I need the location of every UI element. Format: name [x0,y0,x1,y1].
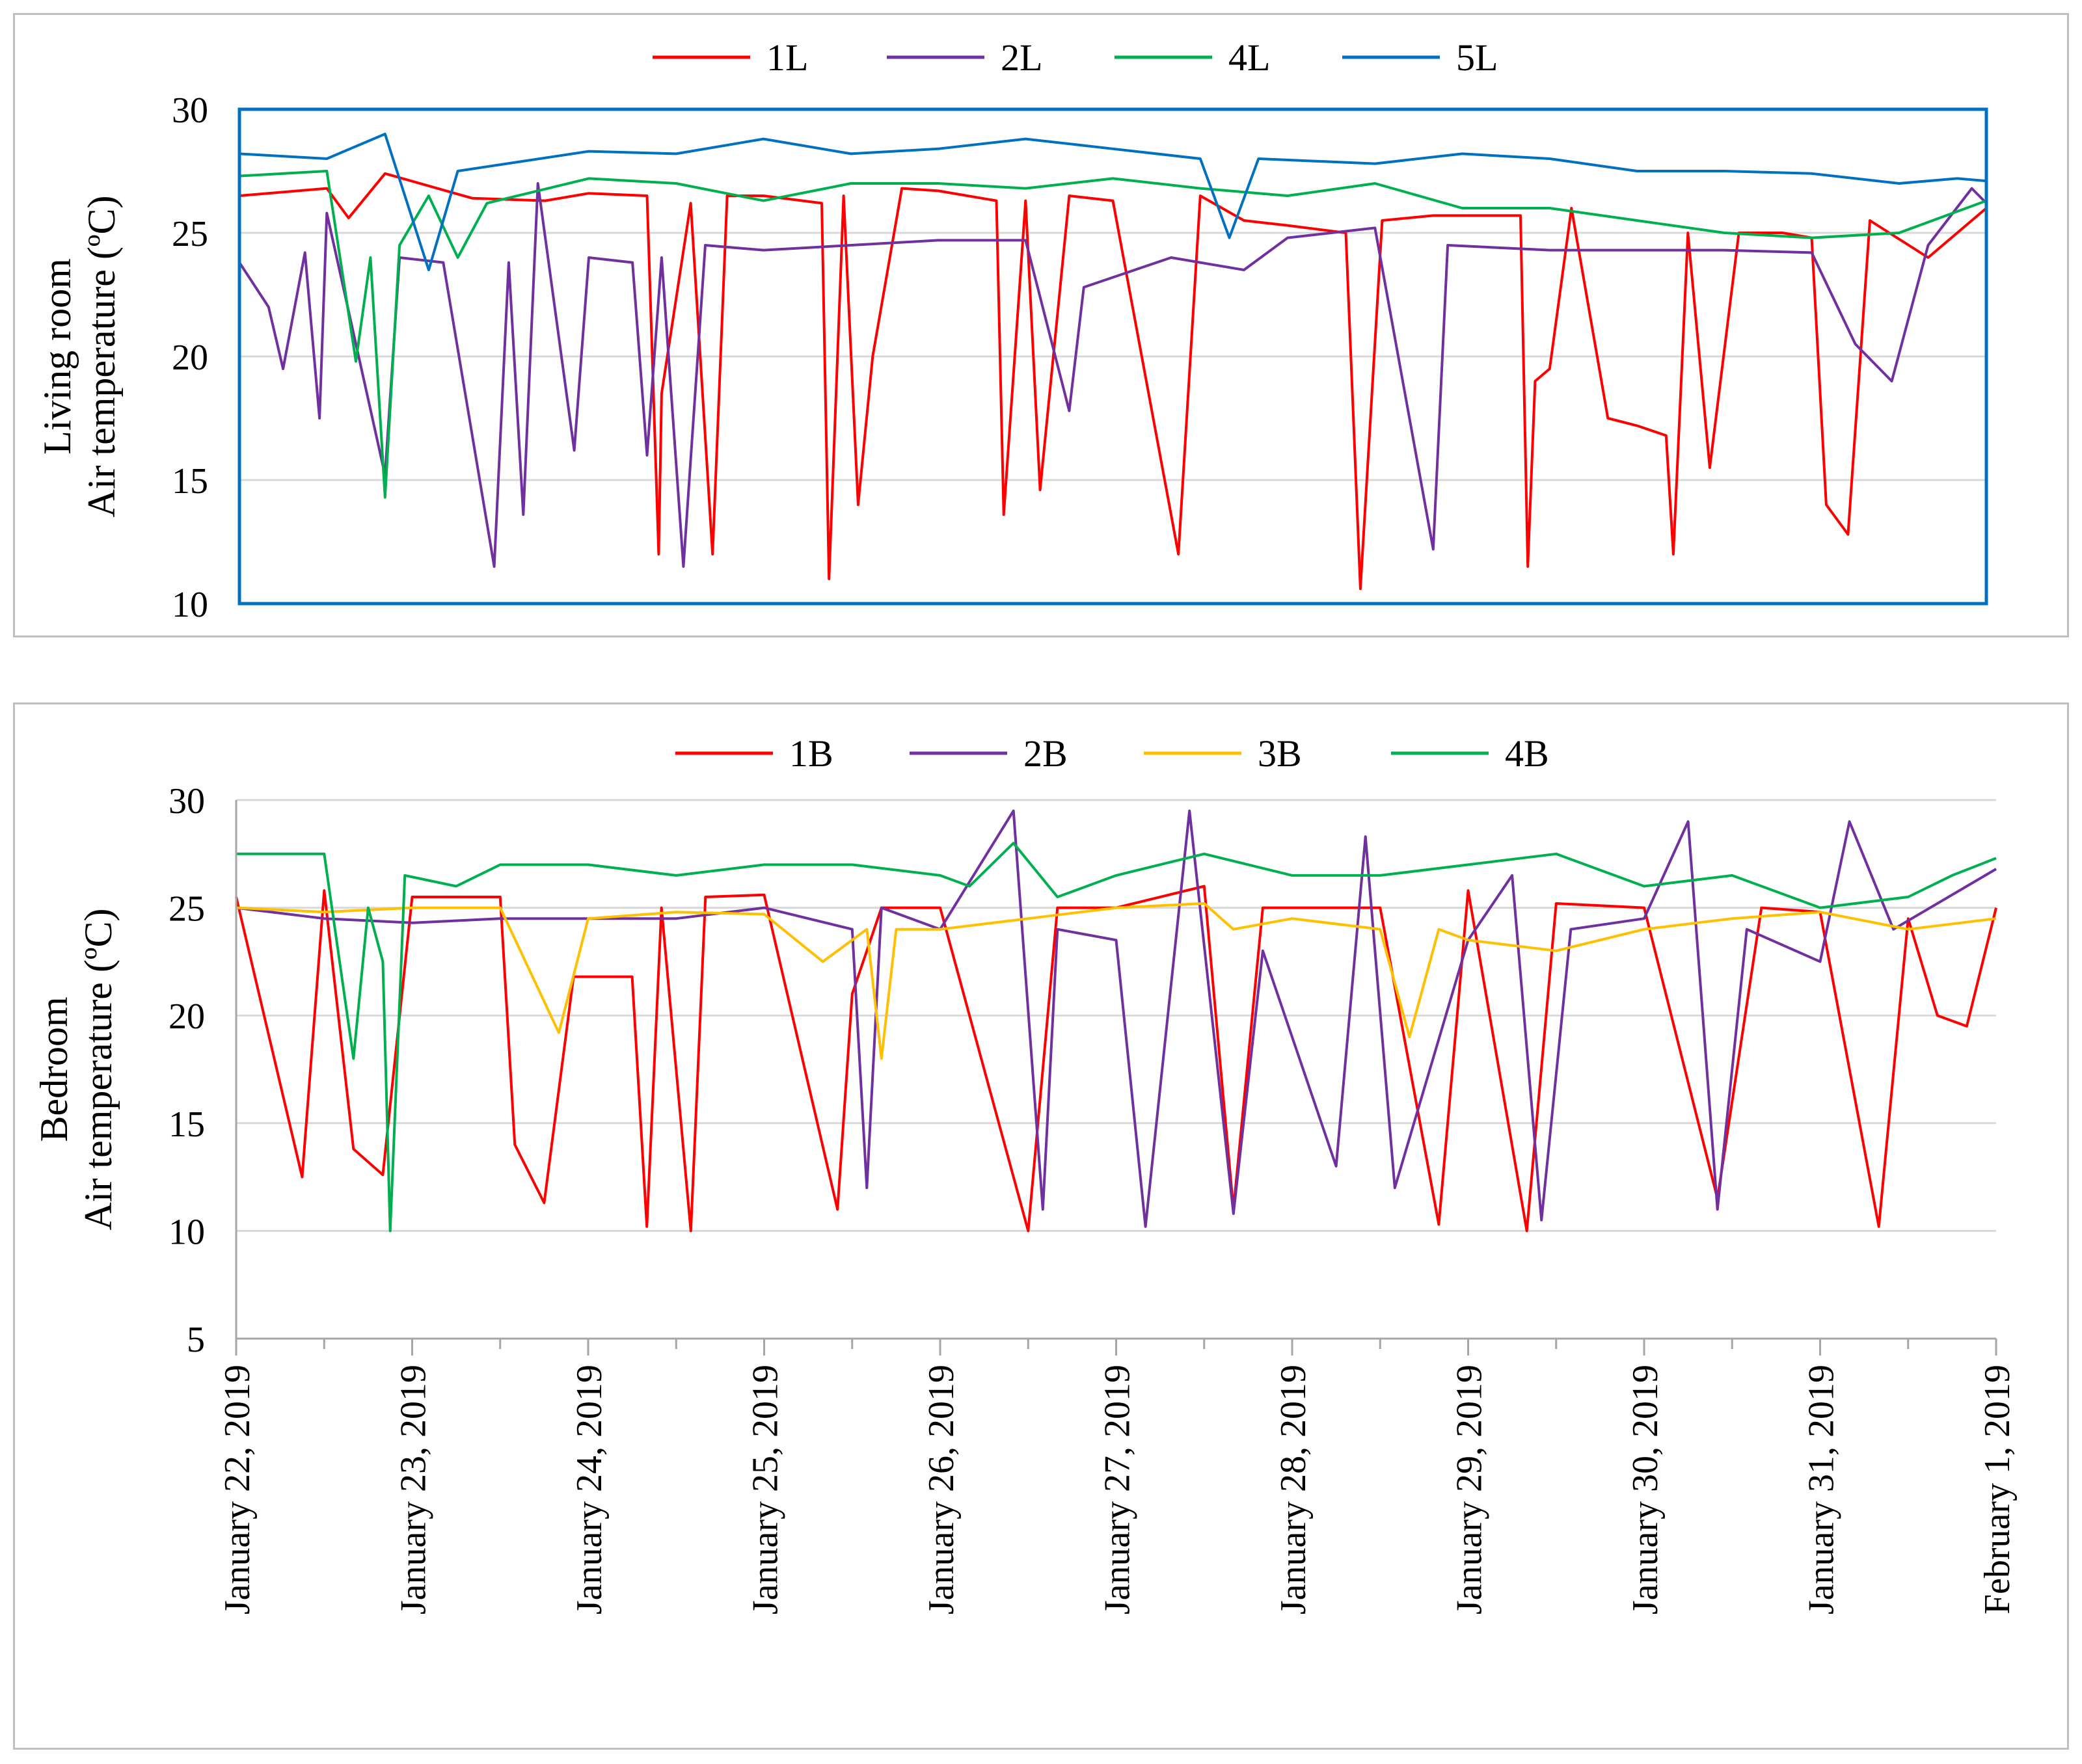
y-axis-title-line-2: Air temperature (ºC) [80,195,123,517]
y-axis-title: Living room Air temperature (ºC) [36,195,123,517]
x-tick-label: January 22, 2019 [217,1365,258,1614]
y-tick-label: 25 [172,214,208,254]
legend-label-5L: 5L [1456,36,1498,79]
y-axis-title-line-1: Bedroom [33,996,75,1142]
series-line-2L [238,182,1988,568]
y-tick-label: 20 [172,338,208,378]
y-tick-label: 15 [172,461,208,501]
x-tick-label: January 29, 2019 [1450,1365,1490,1614]
x-tick-label: February 1, 2019 [1977,1365,2018,1614]
y-tick-label: 30 [169,781,205,822]
y-tick-label: 20 [169,996,205,1037]
bedroom-chart: 5 10 15 20 25 30 Bedroom Air temperature (ºC) 1B… [33,732,2018,1614]
bedroom-chart-panel: 5 10 15 20 25 30 Bedroom Air temperature (ºC) 1B… [13,702,2069,1750]
series-line-1L [239,172,1988,591]
y-tick-label: 5 [187,1320,205,1360]
legend-label-2L: 2L [1001,36,1042,79]
legend-label-1B: 1B [789,732,833,775]
x-tick-label: January 25, 2019 [746,1365,786,1614]
series-line-5L [239,133,1987,271]
series-line-3B [236,902,1997,1060]
x-tick-label: January 26, 2019 [921,1365,962,1614]
legend-label-1L: 1L [766,36,808,79]
series-line-2B [236,809,1997,1228]
y-tick-label: 25 [169,889,205,929]
y-axis-title: Bedroom Air temperature (ºC) [33,908,120,1230]
living-room-chart-panel: 10 15 20 25 30 Living room Air temperature (ºC… [13,13,2069,637]
x-tick-label: January 30, 2019 [1625,1365,1666,1614]
y-tick-label: 15 [169,1104,205,1145]
x-tick-label: January 28, 2019 [1273,1365,1314,1614]
x-tick-label: January 24, 2019 [569,1365,610,1614]
living-room-chart: 10 15 20 25 30 Living room Air temperature (ºC… [36,36,1988,625]
legend-label-3B: 3B [1258,732,1302,775]
y-tick-label: 10 [169,1212,205,1252]
series-line-4L [239,170,1987,499]
legend-label-4L: 4L [1228,36,1270,79]
y-tick-label: 10 [172,585,208,625]
x-tick-label: January 31, 2019 [1802,1365,1842,1614]
x-tick-label: January 27, 2019 [1098,1365,1138,1614]
series-line-4B [236,842,1997,1233]
legend-label-2B: 2B [1023,732,1068,775]
plot-area-border [237,107,1988,606]
legend-label-4B: 4B [1505,732,1549,775]
series-line-1B [235,885,1997,1233]
y-axis-title-line-1: Living room [36,258,79,455]
x-tick-label: January 23, 2019 [394,1365,434,1614]
y-axis-title-line-2: Air temperature (ºC) [77,908,120,1230]
y-tick-label: 30 [172,90,208,131]
